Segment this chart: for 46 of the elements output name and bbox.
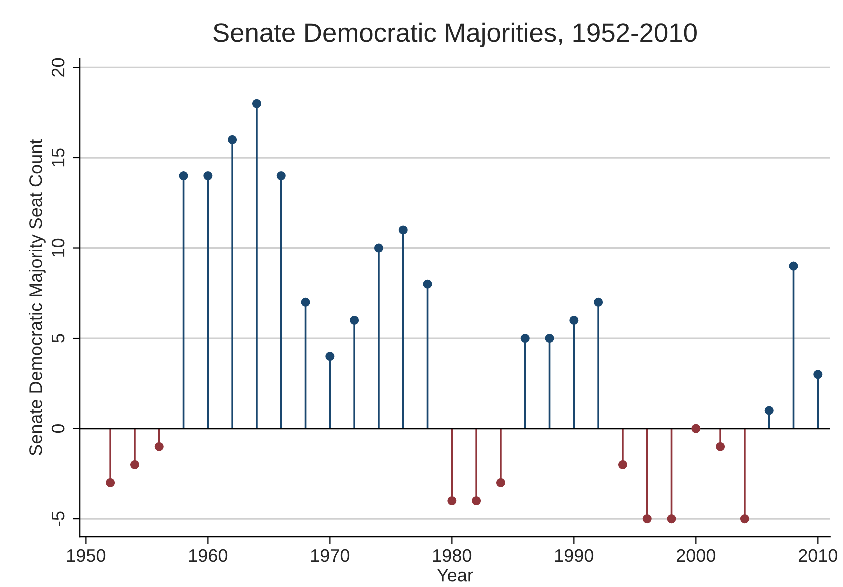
point bbox=[204, 172, 213, 181]
point bbox=[496, 478, 506, 488]
point bbox=[764, 406, 774, 416]
chart-title: Senate Democratic Majorities, 1952-2010 bbox=[214, 22, 697, 48]
point bbox=[716, 442, 726, 452]
y-tick-label: 0 bbox=[52, 424, 65, 434]
y-tick-label: 20 bbox=[52, 58, 65, 77]
point bbox=[398, 226, 408, 235]
y-axis-title: Senate Democratic Majority Seat Count bbox=[29, 139, 46, 456]
point bbox=[570, 316, 579, 325]
point bbox=[814, 370, 823, 380]
x-tick-label: 1960 bbox=[189, 549, 228, 562]
x-tick-label: 2000 bbox=[676, 549, 716, 562]
point bbox=[252, 99, 262, 108]
point bbox=[448, 496, 457, 506]
point bbox=[618, 460, 628, 470]
x-tick-label: 1980 bbox=[433, 549, 472, 562]
point bbox=[106, 478, 116, 488]
point bbox=[667, 514, 676, 524]
point bbox=[642, 514, 652, 524]
point bbox=[374, 244, 384, 253]
x-tick-label: 2010 bbox=[798, 549, 838, 562]
point bbox=[472, 496, 482, 506]
point bbox=[594, 298, 604, 307]
x-tick-label: 1990 bbox=[555, 549, 594, 562]
point bbox=[228, 135, 238, 144]
point bbox=[545, 334, 554, 344]
y-tick-label: 5 bbox=[52, 334, 65, 343]
point bbox=[789, 262, 798, 271]
y-tick-label: 10 bbox=[52, 238, 65, 257]
point bbox=[326, 352, 335, 362]
point bbox=[423, 280, 432, 289]
point bbox=[692, 424, 701, 434]
y-tick-label: 15 bbox=[52, 148, 65, 167]
point bbox=[130, 460, 140, 470]
point bbox=[154, 442, 164, 452]
y-tick-label: -5 bbox=[52, 512, 65, 526]
point bbox=[179, 172, 188, 181]
point bbox=[740, 514, 750, 524]
x-axis-title: Year bbox=[437, 569, 474, 582]
point bbox=[350, 316, 360, 325]
point bbox=[276, 172, 286, 181]
point bbox=[520, 334, 530, 344]
x-tick-label: 1970 bbox=[311, 549, 350, 562]
x-tick-label: 1950 bbox=[67, 549, 106, 562]
point bbox=[301, 298, 310, 307]
